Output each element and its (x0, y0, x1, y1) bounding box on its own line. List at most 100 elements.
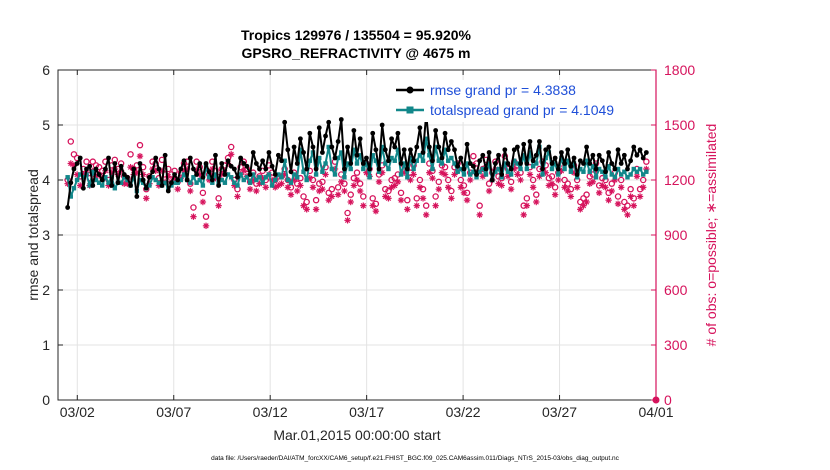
series-point (247, 180, 253, 185)
obs-assimilated-point (385, 195, 392, 202)
series-point (100, 183, 105, 188)
series-point (483, 172, 489, 177)
series-point (367, 175, 372, 180)
series-point (84, 166, 89, 172)
series-point (131, 166, 137, 172)
left-y-tick-label: 2 (42, 282, 50, 298)
series-point (515, 161, 520, 166)
obs-assimilated-point (551, 191, 559, 198)
series-point (370, 130, 376, 136)
series-point (235, 183, 240, 188)
series-point (562, 161, 567, 166)
obs-assimilated-point (312, 206, 320, 213)
series-point (197, 177, 202, 183)
obs-possible-point (422, 202, 430, 209)
obs-assimilated-point (476, 211, 483, 219)
series-point (537, 139, 542, 144)
series-point (238, 172, 243, 177)
series-point (470, 163, 476, 169)
right-y-axis: 0 300 600 900 1200 1500 1800 (651, 62, 695, 408)
series-point (521, 141, 527, 147)
obs-possible-point (507, 178, 515, 186)
right-y-tick-label: 600 (664, 282, 688, 298)
obs-assimilated-point (567, 193, 575, 200)
series-point (112, 161, 118, 166)
series-point (493, 169, 498, 174)
obs-possible-point (215, 195, 222, 202)
obs-possible-point (328, 185, 336, 193)
series-point (200, 174, 206, 180)
series-point (326, 119, 332, 125)
series-point (301, 150, 306, 155)
obs-possible-point (127, 151, 134, 158)
series-point (543, 155, 548, 161)
series-point (643, 150, 649, 155)
series-point (455, 163, 461, 169)
series-point (389, 155, 394, 161)
series-point (398, 172, 404, 177)
series-point (266, 150, 272, 155)
series-point (578, 166, 583, 172)
series-point (364, 155, 369, 161)
obs-assimilated-point (526, 171, 534, 178)
series-point (112, 186, 118, 191)
series-point (342, 166, 347, 172)
obs-assimilated-point (520, 211, 527, 219)
series-point (593, 166, 599, 172)
obs-assimilated-point (633, 173, 641, 180)
series-point (486, 150, 492, 155)
series-point (530, 164, 536, 169)
obs-assimilated-point (533, 198, 540, 206)
obs-assimilated-point (602, 184, 609, 191)
right-y-tick-label: 300 (664, 337, 688, 353)
series-point (338, 117, 344, 122)
series-point (452, 147, 457, 153)
series-point (584, 158, 589, 163)
left-y-tick-label: 5 (42, 117, 50, 133)
series-point (433, 144, 438, 150)
obs-assimilated-point (369, 202, 376, 209)
rmse-series (65, 111, 649, 210)
series-point (373, 147, 379, 153)
series-point (593, 175, 599, 180)
chart-title-line2: GPSRO_REFRACTIVITY @ 4675 m (242, 45, 471, 61)
obs-possible-point (356, 180, 364, 187)
obs-assimilated-point (548, 180, 556, 187)
series-point (298, 147, 303, 152)
series-point (313, 172, 319, 177)
legend-box (392, 80, 652, 122)
obs-assimilated-point (624, 211, 631, 219)
obs-assimilated-point (284, 184, 292, 191)
series-point (206, 169, 212, 175)
series-point (128, 183, 133, 188)
series-point (273, 177, 278, 183)
series-point (156, 166, 162, 172)
obs-assimilated-point (350, 182, 358, 189)
series-point (279, 158, 284, 164)
series-point (546, 144, 552, 150)
obs-possible-point (404, 196, 411, 204)
series-point (468, 172, 473, 177)
series-point (518, 161, 523, 166)
obs-assimilated-point (143, 195, 150, 202)
obs-possible-point (397, 189, 405, 197)
series-point (395, 147, 401, 152)
series-point (103, 175, 108, 180)
series-point (555, 166, 561, 172)
series-point (87, 183, 92, 188)
series-point (209, 177, 215, 183)
obs-possible-point (639, 176, 647, 184)
series-point (102, 166, 108, 172)
series-point (118, 163, 124, 169)
series-point (584, 144, 589, 150)
series-point (122, 175, 127, 180)
obs-possible-point (199, 189, 207, 197)
series-point (533, 152, 539, 158)
series-point (376, 169, 382, 174)
obs-assimilated-point (429, 174, 436, 182)
obs-possible-point (303, 198, 310, 206)
series-point (383, 161, 388, 166)
obs-possible-point (485, 180, 493, 187)
series-point (134, 194, 140, 199)
series-point (231, 166, 237, 172)
